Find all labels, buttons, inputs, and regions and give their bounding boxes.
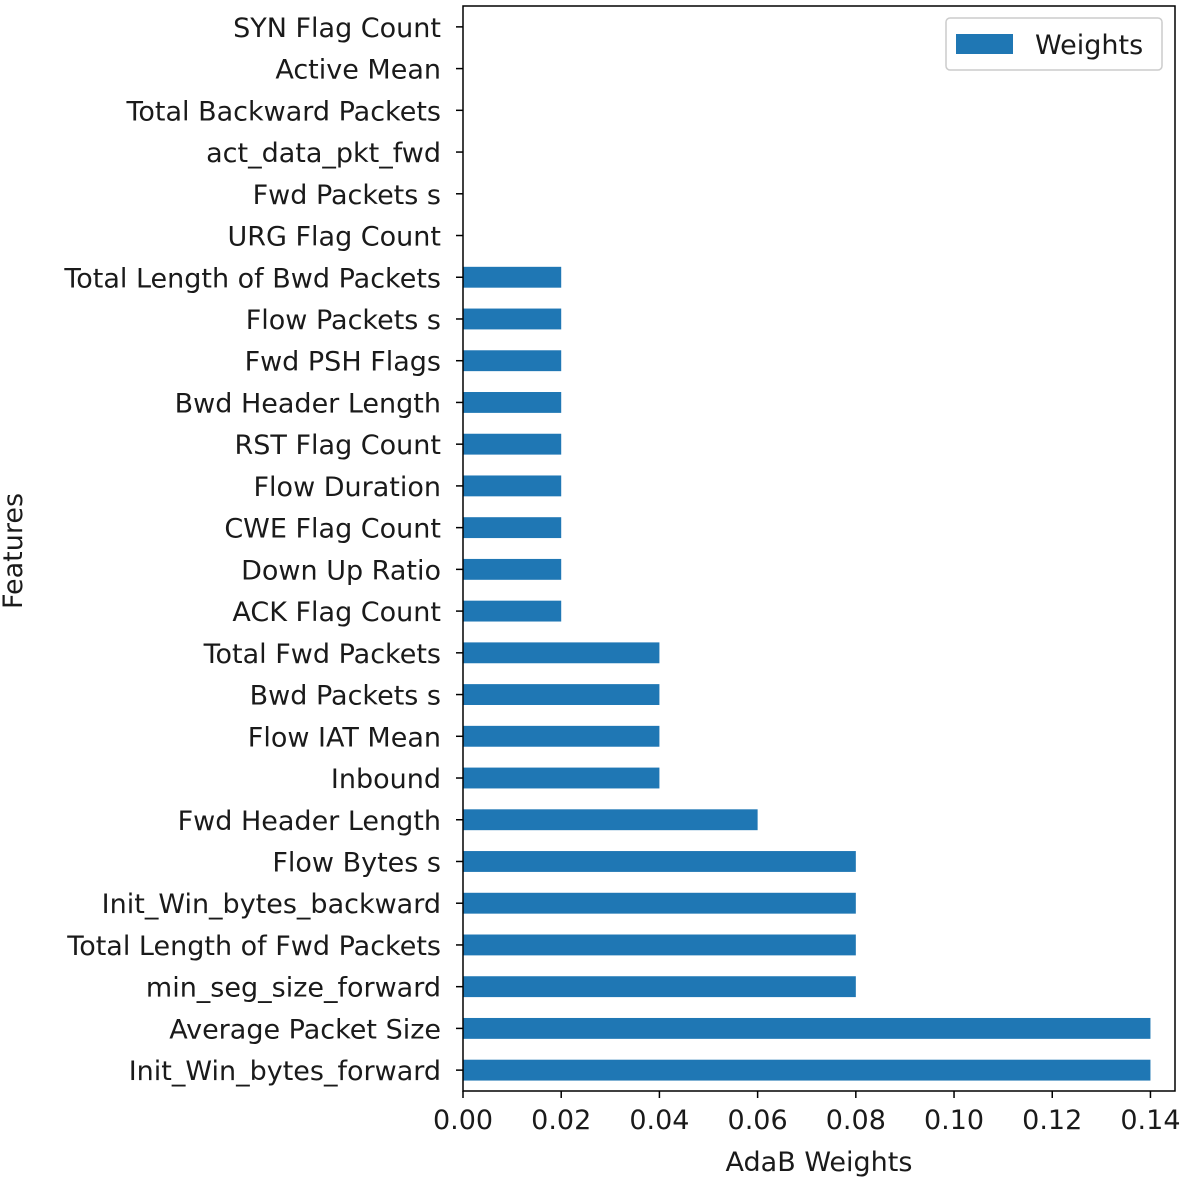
y-tick-label: Flow Duration (254, 472, 441, 503)
bar (463, 475, 562, 497)
bar (463, 976, 856, 998)
bar (463, 350, 562, 372)
bar (463, 934, 856, 956)
bar (463, 725, 660, 747)
y-tick-label: min_seg_size_forward (146, 973, 441, 1004)
y-tick-label: Average Packet Size (169, 1014, 441, 1045)
x-tick-label: 0.14 (1120, 1105, 1180, 1136)
bar (463, 1059, 1151, 1081)
y-tick-label: SYN Flag Count (233, 13, 441, 44)
y-tick-label: act_data_pkt_fwd (206, 138, 441, 169)
x-tick-label: 0.00 (433, 1105, 493, 1136)
y-tick-label: Total Length of Fwd Packets (66, 931, 441, 962)
y-axis: Init_Win_bytes_forward Average Packet Siz… (63, 13, 463, 1087)
bar (463, 809, 758, 831)
x-axis-title: AdaB Weights (726, 1147, 913, 1178)
y-tick-label: Total Fwd Packets (203, 639, 441, 670)
plot-frame (462, 5, 1176, 1092)
bar (463, 892, 856, 914)
bar (463, 308, 562, 330)
y-tick-label: Flow Packets s (246, 305, 441, 336)
y-tick-label: Init_Win_bytes_backward (102, 889, 441, 920)
y-tick-label: Bwd Packets s (250, 681, 441, 712)
bar (463, 266, 562, 288)
y-axis-title: Features (0, 493, 29, 609)
x-tick-label: 0.06 (728, 1105, 788, 1136)
x-tick-label: 0.02 (531, 1105, 591, 1136)
x-tick-label: 0.08 (826, 1105, 886, 1136)
y-tick-label: Active Mean (275, 55, 441, 86)
bar (463, 767, 660, 789)
y-tick-label: URG Flag Count (227, 222, 441, 253)
bar (463, 517, 562, 539)
y-tick-label: Flow IAT Mean (248, 722, 441, 753)
y-tick-label: Inbound (331, 764, 441, 795)
bar (463, 684, 660, 705)
y-tick-label: Fwd PSH Flags (245, 347, 441, 378)
bar (463, 642, 660, 664)
y-tick-label: Bwd Header Length (175, 388, 441, 419)
legend-frame (945, 17, 1163, 71)
bar (463, 600, 562, 622)
y-tick-label: Init_Win_bytes_forward (129, 1056, 441, 1087)
x-tick-label: 0.04 (629, 1105, 689, 1136)
y-tick-label: Fwd Header Length (178, 806, 441, 837)
legend-swatch (956, 34, 1013, 54)
bar (463, 851, 856, 872)
y-tick-label: RST Flag Count (235, 430, 441, 461)
y-tick-label: CWE Flag Count (224, 514, 441, 545)
y-tick-label: Down Up Ratio (241, 555, 441, 586)
x-tick-label: 0.10 (924, 1105, 984, 1136)
bars-layer (463, 266, 1151, 1081)
bar (463, 1017, 1151, 1039)
bar (463, 558, 562, 580)
legend: Weights (945, 17, 1163, 71)
legend-label: Weights (1035, 30, 1143, 61)
y-tick-label: Flow Bytes s (272, 847, 441, 878)
y-tick-label: Fwd Packets s (253, 180, 441, 211)
y-tick-label: Total Backward Packets (125, 96, 441, 127)
bar (463, 392, 562, 413)
x-tick-label: 0.12 (1022, 1105, 1082, 1136)
bar (463, 433, 562, 455)
y-tick-label: ACK Flag Count (232, 597, 441, 628)
y-tick-label: Total Length of Bwd Packets (63, 263, 441, 294)
x-axis: 0.00 0.02 0.04 0.06 0.08 0.10 0.12 0.14 (433, 1091, 1181, 1136)
